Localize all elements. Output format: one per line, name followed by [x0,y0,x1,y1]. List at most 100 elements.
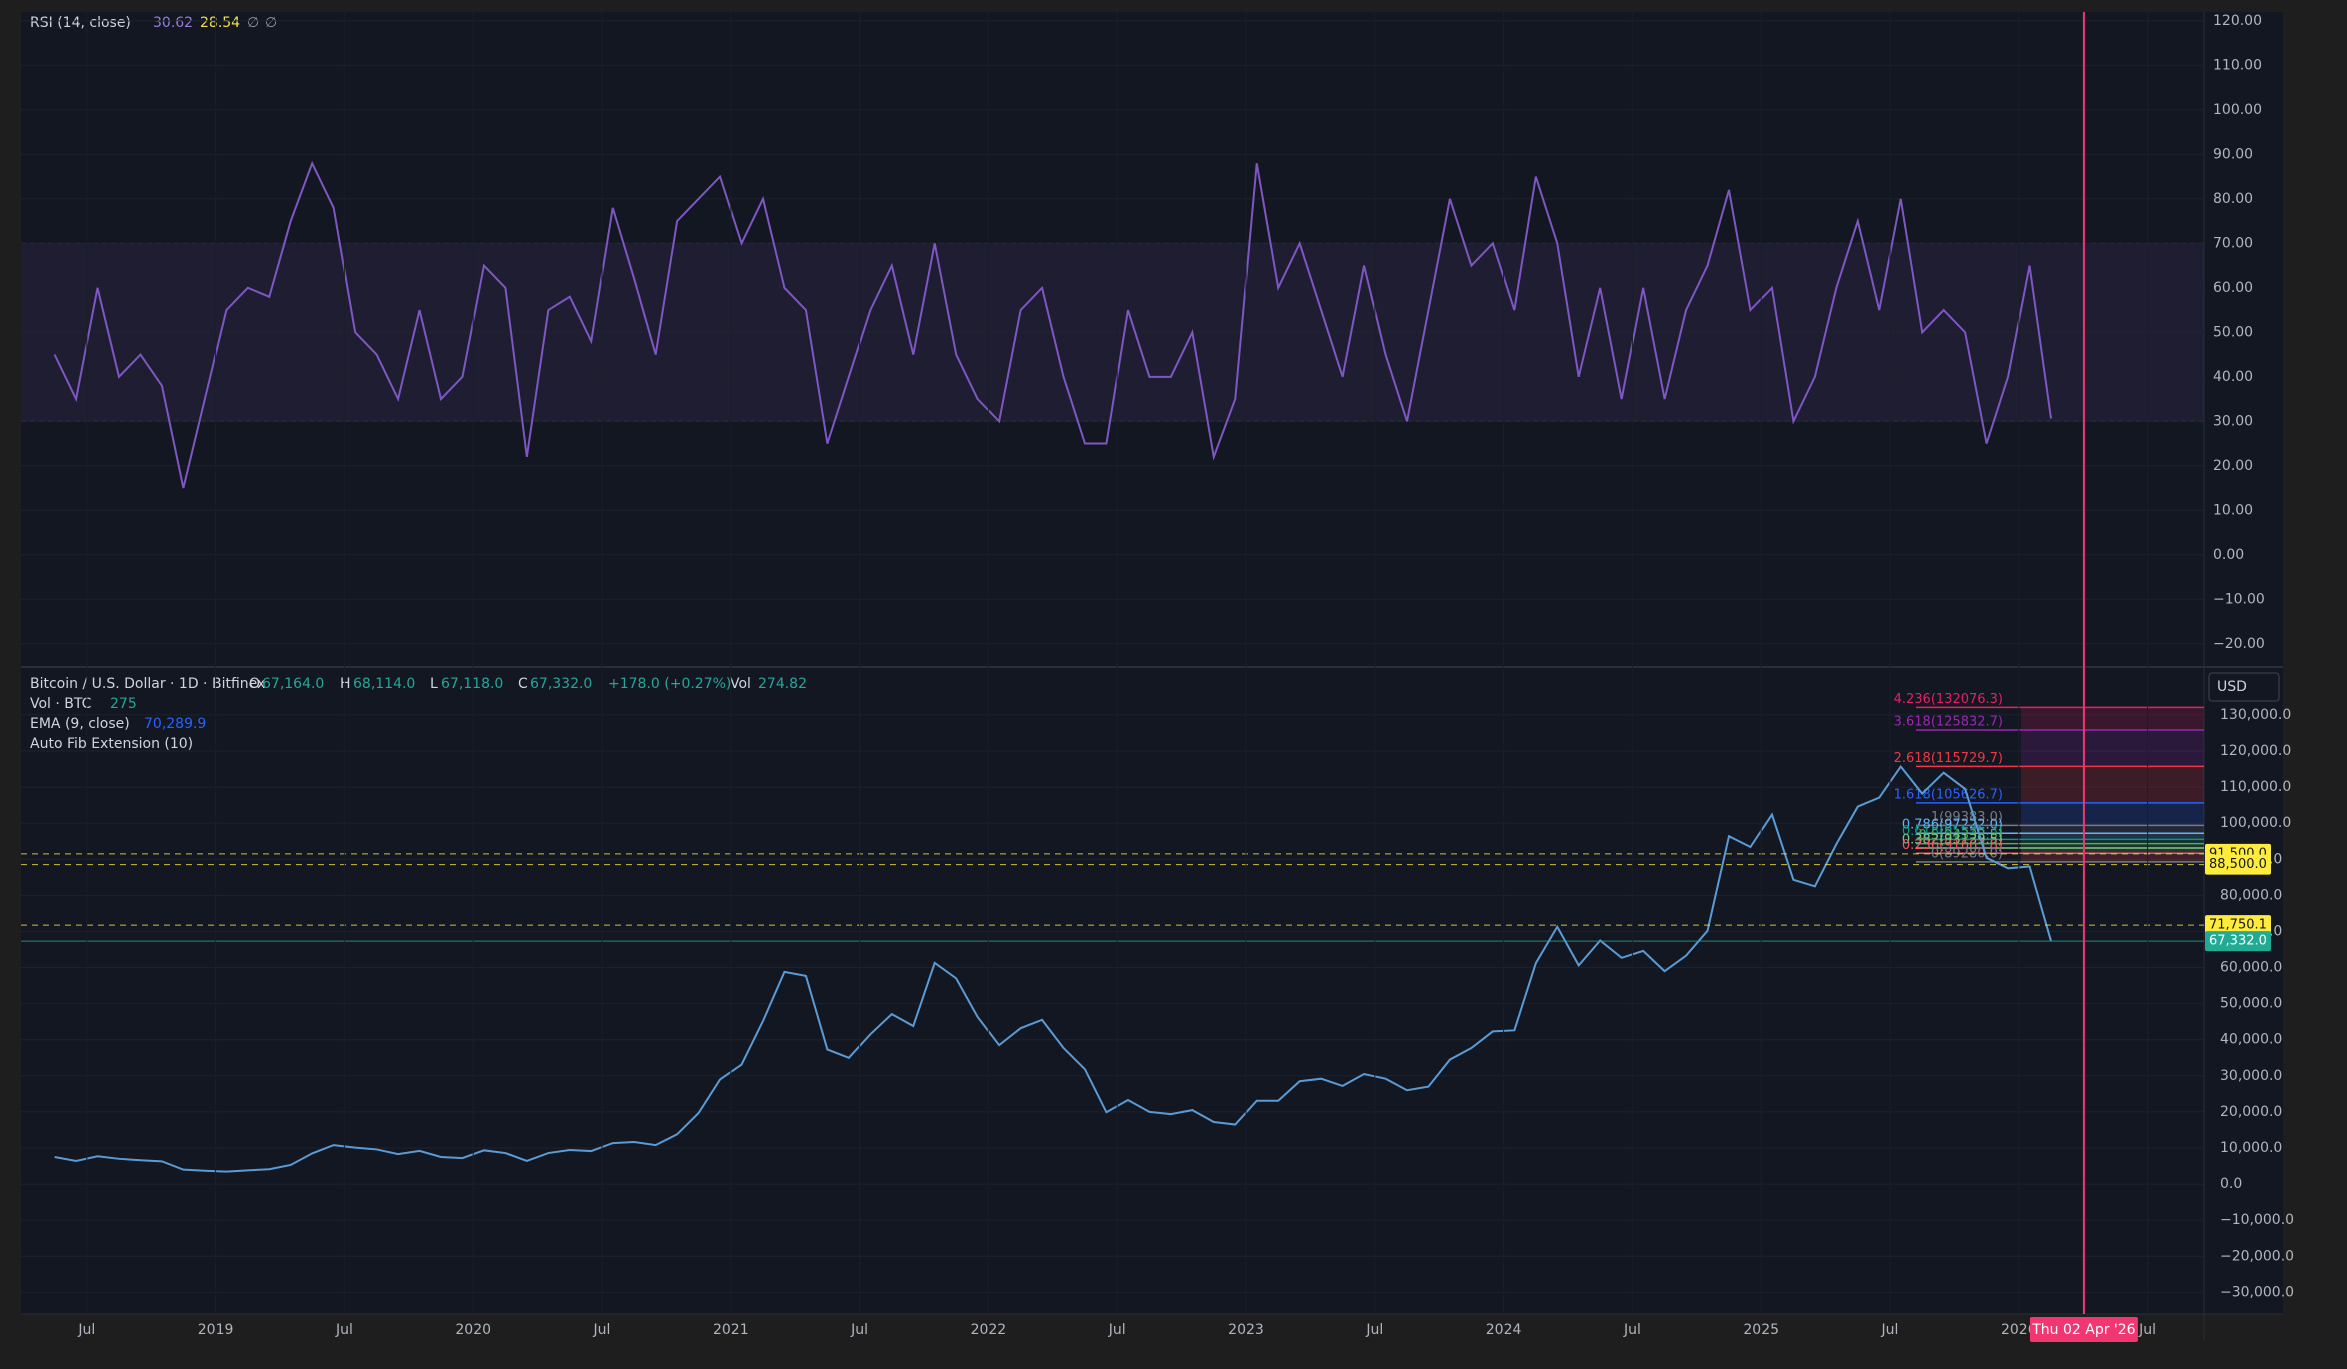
price-badge-label: 88,500.0 [2209,857,2267,872]
y-tick-label: 10,000.0 [2220,1140,2282,1156]
high: 68,114.0 [353,676,415,692]
vol-label: Vol · BTC [30,696,92,712]
vol-prefix: Vol [730,676,751,692]
fib-label: 0.382(93139.5) [1902,832,2003,847]
ohlc-c: C [518,676,528,692]
y-tick-label: 80,000.0 [2220,887,2282,903]
fib-zone [2021,839,2204,844]
x-tick-label: 2026 [2001,1322,2037,1338]
y-tick-label: 60.00 [2213,280,2253,296]
rsi-ma-value: 28.54 [200,15,240,31]
x-tick-label: Jul [1881,1322,1899,1338]
x-tick-label: 2023 [1228,1322,1264,1338]
y-tick-label: −20.00 [2213,636,2265,652]
x-tick-label: Jul [77,1322,95,1338]
cursor-label: Thu 02 Apr '26 [2031,1322,2135,1338]
vol-value: 275 [110,696,137,712]
fib-zone [2021,766,2204,803]
y-tick-label: −10.00 [2213,591,2265,607]
rsi-flag: ∅ [247,15,259,31]
rsi-title: RSI (14, close) [30,15,131,31]
low: 67,118.0 [441,676,503,692]
y-tick-label: 30,000.0 [2220,1068,2282,1084]
x-tick-label: 2022 [971,1322,1007,1338]
price-badge-label: 67,332.0 [2209,934,2267,949]
chart-area [21,12,2283,1314]
y-tick-label: 40.00 [2213,369,2253,385]
x-tick-label: Jul [335,1322,353,1338]
currency-button[interactable] [2208,672,2280,702]
fib-zone [2021,833,2204,840]
y-tick-label: 10.00 [2213,502,2253,518]
fib-label: 1.618(105626.7) [1894,787,2003,802]
x-tick-label: Jul [1365,1322,1383,1338]
y-tick-label: 120,000.0 [2220,743,2291,759]
plots: 120.00 110.00 100.00 90.00 80.00 70.00 60.00 50… [21,12,2294,1342]
fib-zone [2021,847,2204,854]
close: 67,332.0 [530,676,592,692]
x-tick-label: Jul [850,1322,868,1338]
y-tick-label: 110.00 [2213,57,2262,73]
rsi-flag: ∅ [265,15,277,31]
x-tick-label: 2024 [1486,1322,1522,1338]
y-tick-label: 50,000.0 [2220,996,2282,1012]
ohlc-o: O [249,676,260,692]
change: +178.0 (+0.27%) [608,676,731,692]
x-tick-label: 2020 [455,1322,491,1338]
rsi-line [53,160,2052,489]
price-badge [2205,931,2271,952]
y-tick-label: 90.00 [2213,146,2253,162]
price-badge [2205,854,2271,875]
price-legend: Bitcoin / U.S. Dollar · 1D · Bitfinex O … [30,676,807,752]
fib-zone [2021,843,2204,848]
ohlc-h: H [340,676,351,692]
currency[interactable]: USD [2217,679,2247,695]
y-tick-label: 20,000.0 [2220,1104,2282,1120]
x-tick-label: Jul [1108,1322,1126,1338]
x-tick-label: 2019 [198,1322,234,1338]
x-tick-label: 2025 [1743,1322,1779,1338]
fib-label: Auto Fib Extension (10) [30,736,193,752]
x-tick-label: Jul [2138,1322,2156,1338]
fib-zone [2021,729,2204,767]
symbol: Bitcoin / U.S. Dollar · 1D · Bitfinex [30,676,265,692]
y-tick-label: 30.00 [2213,413,2253,429]
fib-zone [2021,802,2204,826]
x-tick-label: Jul [1623,1322,1641,1338]
cursor-badge [2029,1317,2138,1342]
fib-label: 2.618(115729.7) [1894,751,2003,766]
y-tick-label: 120.00 [2213,13,2262,29]
volume: 274.82 [758,676,807,692]
y-tick-label: 20.00 [2213,458,2253,474]
fib-label: 4.236(132076.3) [1894,692,2003,707]
y-tick-label: 70.00 [2213,235,2253,251]
y-tick-label: 110,000.0 [2220,779,2291,795]
rsi-value: 30.62 [153,15,193,31]
fib-zone [2021,825,2204,834]
ema-value: 70,289.9 [144,716,206,732]
y-tick-label: 60,000.0 [2220,960,2282,976]
fib-label: 1(99383.0) [1931,810,2003,825]
y-tick-label: 40,000.0 [2220,1032,2282,1048]
fib-zone [2021,853,2204,862]
fib-label: 3.618(125832.7) [1894,714,2003,729]
y-tick-label: −30,000.0 [2220,1284,2294,1300]
fib-zone [2021,707,2204,730]
open: 67,164.0 [262,676,324,692]
rsi-legend: RSI (14, close) 30.62 28.54 ∅ ∅ [30,15,277,31]
ema-label: EMA (9, close) [30,716,130,732]
price-line [54,764,2052,1173]
fib-label: 0.236(91663.8) [1902,838,2003,853]
x-tick-label: Jul [593,1322,611,1338]
ohlc-l: L [430,676,438,692]
y-tick-label: −10,000.0 [2220,1212,2294,1228]
y-tick-label: 50.00 [2213,324,2253,340]
y-tick-label: 80.00 [2213,191,2253,207]
x-tick-label: 2021 [713,1322,749,1338]
y-tick-label: −20,000.0 [2220,1248,2294,1264]
y-tick-label: 100.00 [2213,102,2262,118]
y-tick-label: 100,000.0 [2220,815,2291,831]
y-tick-label: 0.00 [2213,547,2244,563]
